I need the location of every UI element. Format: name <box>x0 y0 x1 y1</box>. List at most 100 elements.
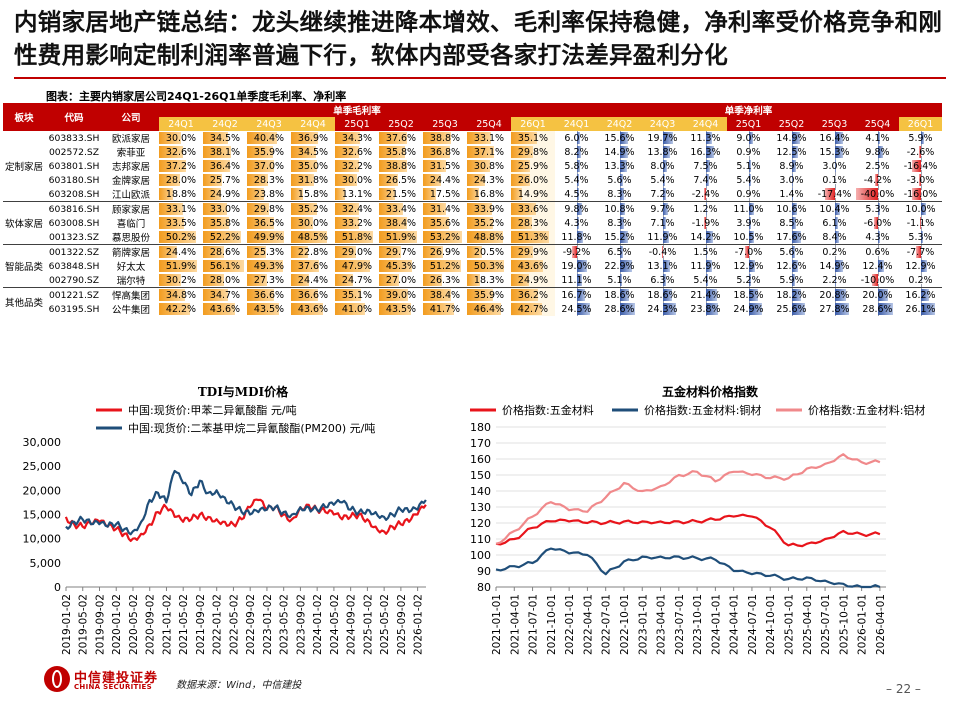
table-row: 603208.SH 江山欧派 18.8% 24.9% 23.8% 15.8% 13.1% 21… <box>3 187 942 202</box>
y-tick-label: 5,000 <box>30 557 62 570</box>
gross-margin-bar <box>247 132 277 144</box>
gross-margin-value: 24.4% <box>429 174 461 186</box>
gross-margin-value: 51.9% <box>385 231 417 243</box>
net-margin-value: 1.4% <box>779 188 804 200</box>
net-margin-bar <box>834 260 843 272</box>
quarter-header: 24Q2 <box>598 117 641 131</box>
gross-margin-bar <box>291 188 303 200</box>
gross-margin-cell: 36.2% <box>511 287 555 302</box>
gross-margin-cell: 34.8% <box>159 287 203 302</box>
stock-code: 603008.SH <box>48 217 100 229</box>
net-margin-bar <box>834 203 841 215</box>
gross-margin-cell: 32.4% <box>335 201 379 216</box>
gross-margin-value: 34.3% <box>341 132 373 144</box>
gross-margin-bar <box>335 274 354 286</box>
gross-margin-cell: 34.5% <box>291 145 335 159</box>
stock-code: 603848.SH <box>48 260 100 272</box>
gross-margin-value: 34.5% <box>297 146 329 158</box>
gross-margin-bar <box>467 274 481 286</box>
net-margin-cell: 8.2% <box>555 145 598 159</box>
net-margin-cell: 5.1% <box>598 273 641 288</box>
gross-margin-value: 46.4% <box>473 303 505 315</box>
quarter-header: 24Q3 <box>641 117 684 131</box>
net-margin-bar <box>877 231 880 243</box>
net-margin-value: 5.3% <box>865 203 890 215</box>
gross-margin-bar <box>291 132 319 144</box>
net-margin-bar <box>834 132 844 144</box>
x-tick-label: 2024-09-02 <box>346 594 358 655</box>
net-margin-cell: 2.5% <box>856 159 899 173</box>
gross-margin-value: 35.1% <box>341 289 373 301</box>
col-header-segment: 板块 <box>3 103 45 131</box>
gross-margin-cell: 50.2% <box>159 230 203 245</box>
net-margin-value: 8.5% <box>779 217 804 229</box>
table-row: 603008.SH 喜临门 33.5% 35.8% 36.5% 30.0% 33.2% 38.… <box>3 216 942 230</box>
gross-margin-bar <box>335 303 366 315</box>
stock-code: 603801.SH <box>48 160 100 172</box>
gross-margin-cell: 51.2% <box>423 259 467 273</box>
gross-margin-cell: 36.5% <box>247 216 291 230</box>
gross-margin-bar <box>203 260 245 272</box>
x-tick-label: 2021-07-01 <box>528 594 540 655</box>
net-margin-bar <box>705 160 710 172</box>
quarter-header: 24Q4 <box>291 117 335 131</box>
net-margin-cell: 6.5% <box>598 244 641 259</box>
gross-margin-bar <box>203 231 242 243</box>
net-margin-value: 16.4% <box>819 132 850 144</box>
net-margin-cell: -10.0% <box>856 273 899 288</box>
gross-margin-bar <box>423 274 443 286</box>
stock-code: 001221.SZ <box>45 287 103 302</box>
gross-margin-cell: 33.5% <box>159 216 203 230</box>
gross-margin-cell: 25.9% <box>511 159 555 173</box>
net-margin-cell: 5.3% <box>899 230 942 245</box>
net-margin-cell: -1.9% <box>684 216 727 230</box>
gross-margin-cell: 45.3% <box>379 259 423 273</box>
x-tick-label: 2022-04-01 <box>582 594 594 655</box>
net-margin-value: 18.5% <box>733 289 764 301</box>
gross-margin-bar <box>423 246 443 258</box>
x-tick-label: 2025-01-01 <box>784 594 796 655</box>
gross-margin-bar <box>423 303 454 315</box>
x-tick-label: 2024-01-01 <box>710 594 722 655</box>
gross-margin-bar <box>247 274 268 286</box>
segment-label: 定制家居 <box>4 162 43 173</box>
net-margin-bar <box>875 174 878 186</box>
gross-margin-bar <box>423 174 441 186</box>
net-margin-bar <box>877 146 883 158</box>
net-margin-value: 14.9% <box>776 132 807 144</box>
col-header-company: 公司 <box>103 103 159 131</box>
gross-margin-value: 36.6% <box>253 289 285 301</box>
gross-margin-value: 43.6% <box>517 260 549 272</box>
logo-text-en: CHINA SECURITIES <box>74 683 152 691</box>
net-margin-cell: 11.9% <box>641 230 684 245</box>
gross-margin-bar <box>467 188 480 200</box>
table-row: 定制家居 603833.SH 欧派家居 30.0% 34.5% 40.4% 36.9% 34.… <box>3 131 942 173</box>
stock-code: 603833.SH <box>48 132 100 144</box>
net-margin-value: 10.8% <box>604 203 635 215</box>
x-tick-label: 2020-09-02 <box>145 594 157 655</box>
net-margin-value: 0.9% <box>736 146 761 158</box>
gross-margin-value: 51.2% <box>429 260 461 272</box>
gross-margin-cell: 24.4% <box>159 244 203 259</box>
net-margin-axis <box>877 173 879 187</box>
gross-margin-cell: 29.8% <box>247 201 291 216</box>
net-margin-cell: 24.3% <box>641 302 684 316</box>
net-margin-cell: 3.9% <box>727 216 770 230</box>
legend-label: 价格指数:五金材料:铜材 <box>644 403 761 417</box>
gross-margin-bar <box>291 146 317 158</box>
gross-margin-value: 29.9% <box>517 246 549 258</box>
gross-margin-value: 38.4% <box>429 289 461 301</box>
x-tick-label: 2023-10-01 <box>692 594 704 655</box>
net-margin-value: 7.4% <box>693 174 718 186</box>
net-margin-cell: 11.8% <box>555 230 598 245</box>
net-margin-value: 1.2% <box>693 203 718 215</box>
net-margin-bar <box>748 217 751 229</box>
net-margin-bar <box>744 246 749 258</box>
y-tick-label: 15,000 <box>23 509 62 522</box>
gross-margin-value: 29.7% <box>385 246 417 258</box>
gross-margin-bar <box>379 246 401 258</box>
net-margin-bar <box>911 160 921 172</box>
gross-margin-bar <box>423 160 447 172</box>
gross-margin-value: 32.4% <box>341 203 373 215</box>
net-margin-axis <box>705 187 707 201</box>
